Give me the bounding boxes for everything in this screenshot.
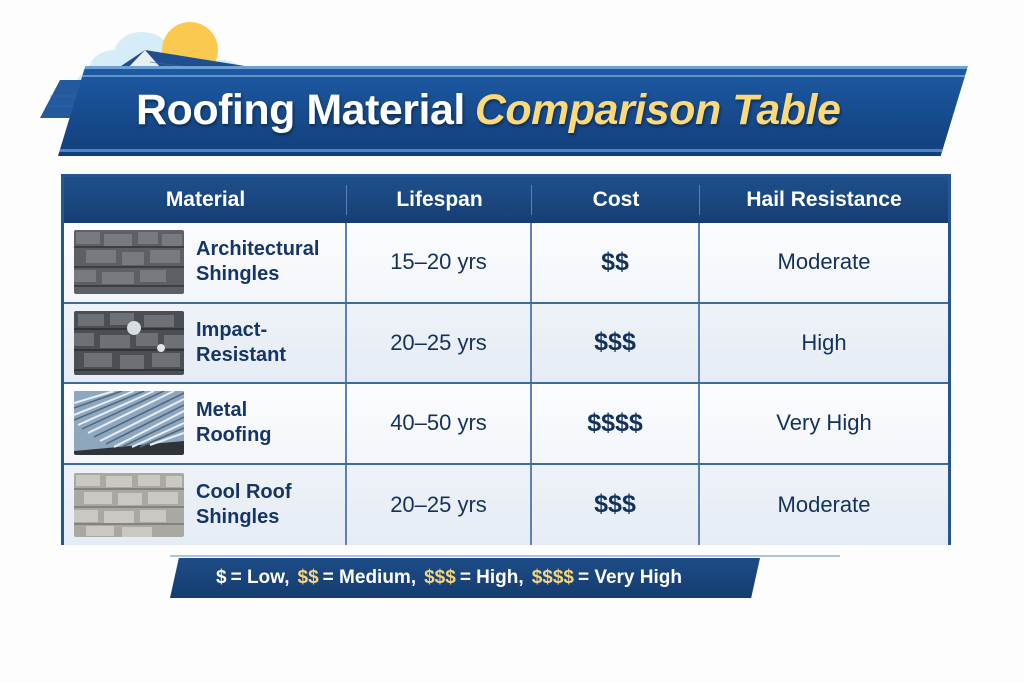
cost-cell: $$$ xyxy=(532,303,700,382)
cool-roof-shingles-icon xyxy=(74,472,184,537)
lifespan-cell: 15–20 yrs xyxy=(347,223,532,302)
material-name: Cool Roof Shingles xyxy=(196,480,292,528)
metal-roofing-icon xyxy=(74,391,184,456)
title-part-2: Comparison Table xyxy=(474,86,841,134)
cost-legend: $ = Low, $$ = Medium, $$$ = High, $$$$ =… xyxy=(170,558,760,598)
cost-cell: $$ xyxy=(532,223,700,302)
banner-ribbon xyxy=(58,66,968,156)
table-row: Metal Roofing 40–50 yrs $$$$ Very High xyxy=(64,384,948,465)
table-header-row: Material Lifespan Cost Hail Resistance xyxy=(64,177,948,223)
hailstone-icon xyxy=(127,320,141,335)
comparison-table: Material Lifespan Cost Hail Resistance A… xyxy=(61,174,951,545)
table-row: Impact- Resistant 20–25 yrs $$$ High xyxy=(64,303,948,384)
legend-divider xyxy=(170,555,840,557)
table-row: Cool Roof Shingles 20–25 yrs $$$ Moderate xyxy=(64,464,948,545)
header-lifespan: Lifespan xyxy=(347,177,532,223)
table-row: Architectural Shingles 15–20 yrs $$ Moder… xyxy=(64,223,948,304)
lifespan-cell: 20–25 yrs xyxy=(347,303,532,382)
legend-label: = Medium, xyxy=(322,567,417,588)
cost-cell: $$$$ xyxy=(532,384,700,463)
legend-label: = High, xyxy=(459,567,524,588)
material-cell: Metal Roofing xyxy=(64,384,347,463)
lifespan-cell: 20–25 yrs xyxy=(347,464,532,545)
hail-resistance-cell: Very High xyxy=(776,410,872,436)
material-cell: Architectural Shingles xyxy=(64,223,347,302)
material-name: Architectural Shingles xyxy=(196,238,320,286)
cost-cell: $$$ xyxy=(532,464,700,545)
page-title: Roofing Material Comparison Table xyxy=(136,86,841,146)
title-part-1: Roofing Material xyxy=(136,86,465,134)
impact-resistant-shingles-icon xyxy=(74,310,184,375)
legend-symbol: $ xyxy=(216,567,227,588)
table-body: Architectural Shingles 15–20 yrs $$ Moder… xyxy=(64,223,948,545)
legend-symbol: $$ xyxy=(297,567,319,588)
legend-symbol: $$$ xyxy=(424,567,456,588)
lifespan-cell: 40–50 yrs xyxy=(347,384,532,463)
hail-resistance-cell: Moderate xyxy=(777,249,871,275)
header-material: Material xyxy=(64,177,347,223)
hail-resistance-cell: High xyxy=(801,329,847,355)
legend-label: = Very High xyxy=(577,567,682,588)
architectural-shingles-icon xyxy=(74,230,184,295)
header-cost: Cost xyxy=(532,177,700,223)
material-cell: Cool Roof Shingles xyxy=(64,464,347,545)
title-banner: Roofing Material Comparison Table xyxy=(0,0,1024,170)
material-name: Metal Roofing xyxy=(196,399,272,447)
header-hail-resistance: Hail Resistance xyxy=(746,188,902,211)
legend-label: = Low, xyxy=(230,567,290,588)
legend-symbol: $$$$ xyxy=(531,567,574,588)
material-cell: Impact- Resistant xyxy=(64,303,347,382)
material-name: Impact- Resistant xyxy=(196,318,287,366)
hail-resistance-cell: Moderate xyxy=(777,491,871,517)
